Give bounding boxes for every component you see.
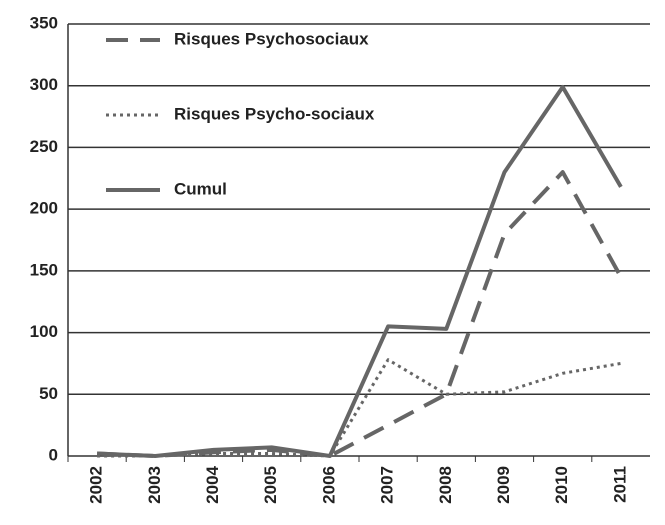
x-tick-label: 2004 (203, 465, 222, 503)
series-line (97, 358, 622, 458)
legend-label: Cumul (174, 179, 227, 198)
x-tick-label: 2010 (552, 466, 571, 504)
y-tick-label: 300 (30, 75, 58, 94)
y-tick-label: 0 (49, 445, 58, 464)
x-tick-label: 2005 (261, 466, 280, 504)
y-tick-label: 50 (39, 384, 58, 403)
x-tick-label: 2003 (145, 466, 164, 504)
y-tick-label: 200 (30, 199, 58, 218)
legend-label: Risques Psycho-sociaux (174, 104, 375, 123)
legend-label: Risques Psychosociaux (174, 29, 369, 48)
y-tick-label: 100 (30, 322, 58, 341)
x-tick-label: 2011 (610, 466, 629, 503)
y-tick-label: 150 (30, 260, 58, 279)
y-tick-label: 350 (30, 13, 58, 32)
x-tick-label: 2008 (436, 466, 455, 504)
x-tick-label: 2006 (319, 466, 338, 504)
x-tick-label: 2007 (378, 466, 397, 504)
x-tick-label: 2009 (494, 466, 513, 504)
series-line (97, 84, 623, 458)
series-line (97, 170, 623, 458)
x-tick-label: 2002 (87, 466, 106, 504)
y-tick-label: 250 (30, 137, 58, 156)
